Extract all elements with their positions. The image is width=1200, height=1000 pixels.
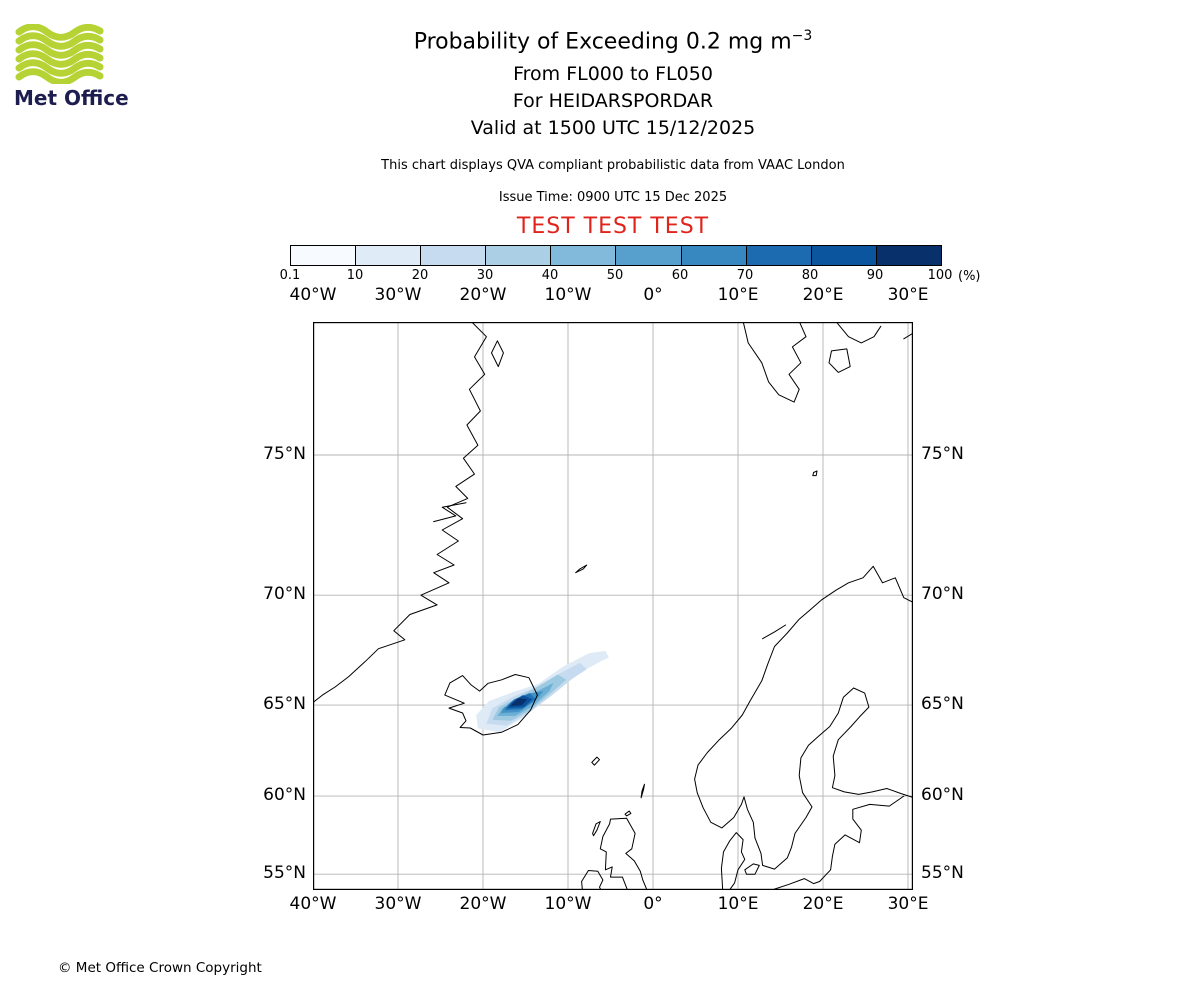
colorbar-tick-label: 80 bbox=[801, 268, 819, 283]
coastline-lofoten bbox=[762, 624, 787, 640]
lat-label-left: 65°N bbox=[263, 694, 306, 715]
lon-label-bottom: 40°W bbox=[289, 894, 337, 914]
coastline-denmark-jutland bbox=[720, 832, 746, 890]
coastline-svalbard-edgeoya bbox=[828, 348, 851, 373]
subtitle-volcano: For HEIDARSPORDAR bbox=[512, 90, 714, 112]
lat-label-left: 70°N bbox=[263, 584, 306, 605]
coastline-orkney bbox=[624, 810, 632, 817]
lat-label-right: 75°N bbox=[921, 444, 964, 464]
lat-label-right: 60°N bbox=[921, 785, 964, 806]
lon-label-bottom: 10°W bbox=[544, 894, 592, 914]
coastline-denmark-zealand bbox=[744, 863, 760, 875]
lon-label-bottom: 10°E bbox=[717, 894, 759, 914]
coastline-ireland bbox=[581, 870, 604, 890]
colorbar-cell-40 bbox=[486, 246, 552, 265]
lon-label-top: 10°W bbox=[544, 285, 592, 305]
coastline-baltic-coast bbox=[773, 795, 905, 890]
colorbar-cell-70 bbox=[681, 246, 747, 265]
lat-label-left: 55°N bbox=[263, 863, 306, 884]
colorbar-cell-100 bbox=[876, 246, 941, 265]
probability-map bbox=[313, 322, 913, 890]
lon-label-top: 30°E bbox=[887, 285, 929, 305]
lon-label-top: 10°E bbox=[717, 285, 759, 305]
lat-label-right: 55°N bbox=[921, 863, 964, 884]
lat-label-right: 65°N bbox=[921, 694, 964, 715]
lon-label-top: 30°W bbox=[374, 285, 422, 305]
coastline-jan-mayen bbox=[575, 564, 588, 574]
colorbar-tick-label: 20 bbox=[411, 268, 429, 283]
colorbar-cell-80 bbox=[746, 246, 812, 265]
lon-label-bottom: 30°W bbox=[374, 894, 422, 914]
coastline-greenland bbox=[313, 322, 487, 704]
coastline-faroe-islands bbox=[591, 756, 600, 766]
title-exponent: −3 bbox=[791, 28, 813, 44]
lon-label-bottom: 20°W bbox=[459, 894, 507, 914]
lon-label-bottom: 20°E bbox=[802, 894, 844, 914]
lon-label-bottom: 0° bbox=[643, 894, 663, 914]
issue-time: Issue Time: 0900 UTC 15 Dec 2025 bbox=[498, 190, 728, 205]
colorbar-tick-label: 10 bbox=[346, 268, 364, 283]
coastline-bear-island bbox=[812, 470, 818, 477]
page-title-text: Probability of Exceeding 0.2 mg m bbox=[413, 29, 792, 55]
coastline-scandinavia bbox=[694, 565, 913, 870]
test-banner: TEST TEST TEST bbox=[516, 214, 710, 239]
ash-plume-level-90 bbox=[510, 698, 528, 707]
colorbar-tick-label: 30 bbox=[476, 268, 494, 283]
colorbar-tick-label: 90 bbox=[866, 268, 884, 283]
copyright-notice: © Met Office Crown Copyright bbox=[58, 960, 262, 976]
subtitle-flight-levels: From FL000 to FL050 bbox=[513, 63, 713, 85]
lon-label-bottom: 30°E bbox=[887, 894, 929, 914]
colorbar-cell-20 bbox=[356, 246, 422, 265]
colorbar-tick-label: 60 bbox=[671, 268, 689, 283]
colorbar-tick-label: 40 bbox=[541, 268, 559, 283]
page-title: Probability of Exceeding 0.2 mg m−3 bbox=[213, 28, 1013, 54]
coastline-iceland bbox=[444, 674, 538, 736]
lat-label-left: 75°N bbox=[263, 444, 306, 464]
lat-label-right: 70°N bbox=[921, 584, 964, 605]
colorbar-tick-label: 50 bbox=[606, 268, 624, 283]
colorbar-unit: (%) bbox=[958, 269, 981, 284]
lon-label-top: 20°E bbox=[802, 285, 844, 305]
map-frame bbox=[313, 322, 913, 890]
qva-note: This chart displays QVA compliant probab… bbox=[381, 158, 845, 173]
met-office-logo-text: Met Office bbox=[14, 86, 129, 110]
colorbar-tick-label: 0.1 bbox=[279, 268, 301, 283]
lon-label-top: 40°W bbox=[289, 285, 337, 305]
coastline-svalbard-spitsbergen bbox=[742, 322, 807, 403]
subtitle-valid-time: Valid at 1500 UTC 15/12/2025 bbox=[470, 117, 756, 139]
lat-label-left: 60°N bbox=[263, 785, 306, 806]
colorbar-tick-label: 70 bbox=[736, 268, 754, 283]
colorbar-cell-10 bbox=[291, 246, 357, 265]
colorbar-cell-30 bbox=[421, 246, 487, 265]
colorbar-tick-label: 100 bbox=[927, 268, 953, 283]
colorbar-cell-50 bbox=[551, 246, 617, 265]
probability-colorbar bbox=[290, 245, 942, 266]
lon-label-top: 20°W bbox=[459, 285, 507, 305]
coastline-svalbard-nordaustlandet bbox=[835, 322, 882, 344]
coastline-outer-hebrides bbox=[592, 821, 601, 837]
coastline-shetland bbox=[640, 783, 645, 799]
met-office-logo-icon bbox=[14, 24, 106, 84]
coastline-greenland-fjord bbox=[433, 502, 467, 523]
coastline-greenland-island bbox=[491, 340, 504, 368]
lon-label-top: 0° bbox=[643, 285, 663, 305]
colorbar-cell-90 bbox=[811, 246, 877, 265]
coastline-scotland bbox=[599, 817, 648, 890]
colorbar-cell-60 bbox=[616, 246, 682, 265]
met-office-logo: Met Office bbox=[14, 24, 129, 110]
